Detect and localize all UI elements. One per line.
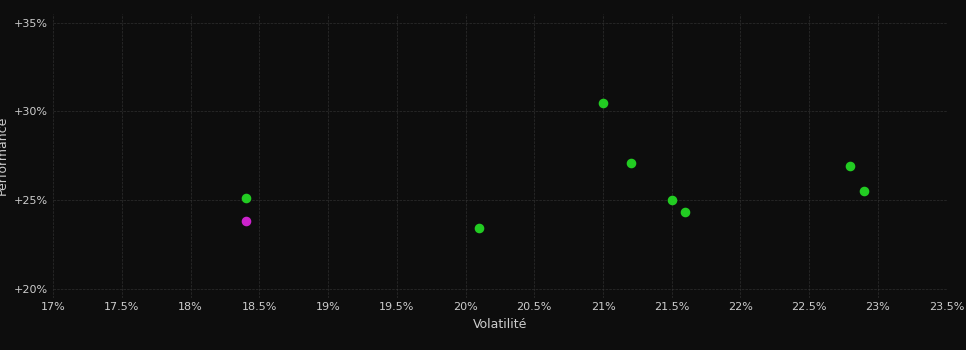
Point [471,226,487,231]
Point [857,188,872,194]
X-axis label: Volatilité: Volatilité [472,318,527,331]
Point [238,218,253,224]
Point [664,197,679,203]
Y-axis label: Performance: Performance [0,116,9,195]
Point [595,100,611,105]
Point [623,160,639,166]
Point [842,163,858,169]
Point [238,195,253,201]
Point [678,210,694,215]
